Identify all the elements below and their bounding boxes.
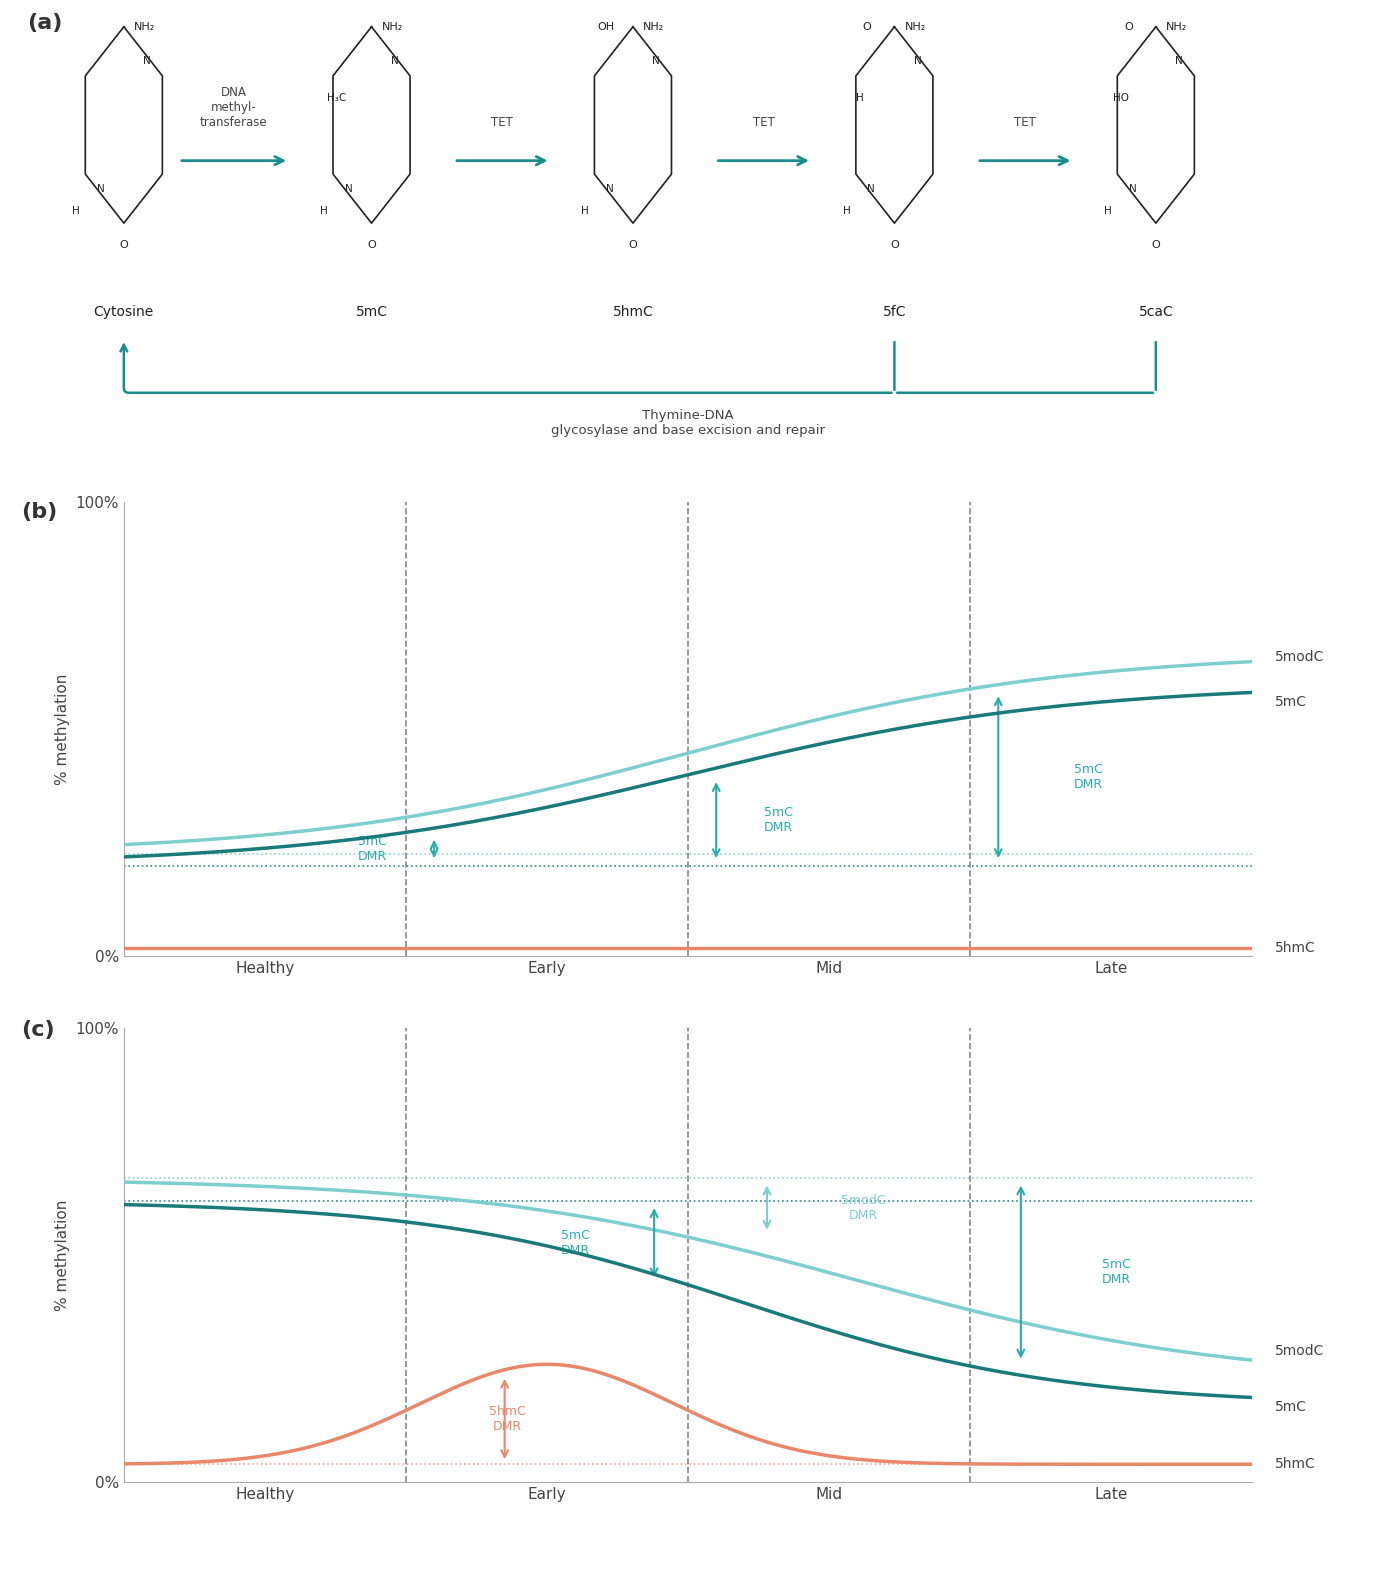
Text: H: H [1104,206,1112,217]
Text: 5modC: 5modC [1274,650,1324,665]
Text: O: O [120,241,128,250]
Text: N: N [143,56,151,65]
Text: H: H [856,92,864,104]
Text: N: N [96,183,105,194]
Text: 5mC
DMR: 5mC DMR [1075,764,1104,791]
Text: N: N [867,183,875,194]
Text: N: N [605,183,614,194]
Text: H₃C: H₃C [327,92,347,104]
Text: O: O [863,22,871,32]
Text: O: O [367,241,376,250]
Text: 5hmC: 5hmC [1274,1457,1315,1471]
Text: (c): (c) [21,1020,54,1041]
Text: N: N [1128,183,1137,194]
Text: OH: OH [597,22,614,32]
Text: O: O [629,241,637,250]
Text: 5mC: 5mC [1274,695,1307,708]
Text: 5mC
DMR: 5mC DMR [560,1229,590,1256]
Text: N: N [652,56,660,65]
Text: H: H [842,206,850,217]
Text: 5mC
DMR: 5mC DMR [1102,1258,1131,1286]
Text: 5modC: 5modC [1274,1344,1324,1358]
Text: TET: TET [1014,116,1036,129]
Text: O: O [1124,22,1132,32]
Text: 5hmC: 5hmC [612,306,654,319]
Text: 5mC
DMR: 5mC DMR [764,807,793,834]
Text: H: H [581,206,589,217]
Text: HO: HO [1113,92,1130,104]
Text: N: N [391,56,399,65]
Text: N: N [344,183,352,194]
Y-axis label: % methylation: % methylation [55,1200,70,1310]
Text: NH₂: NH₂ [1165,22,1187,32]
Text: H: H [72,206,80,217]
Text: O: O [890,241,899,250]
Text: TET: TET [753,116,775,129]
Text: 5caC: 5caC [1138,306,1174,319]
Text: 5mC
DMR: 5mC DMR [358,835,387,862]
Text: Cytosine: Cytosine [94,306,154,319]
Text: NH₂: NH₂ [133,22,155,32]
Text: 5hmC
DMR: 5hmC DMR [488,1404,526,1433]
Text: N: N [1175,56,1183,65]
Text: H: H [319,206,327,217]
Text: N: N [914,56,922,65]
Text: Thymine-DNA
glycosylase and base excision and repair: Thymine-DNA glycosylase and base excisio… [550,410,826,437]
Text: 5mC: 5mC [1274,1400,1307,1414]
Text: (b): (b) [21,502,56,523]
Text: 5fC: 5fC [882,306,907,319]
Text: NH₂: NH₂ [381,22,403,32]
Text: TET: TET [491,116,513,129]
Text: 5mC: 5mC [355,306,388,319]
Text: NH₂: NH₂ [643,22,665,32]
Text: DNA
methyl-
transferase: DNA methyl- transferase [200,86,268,129]
Text: 5modC
DMR: 5modC DMR [841,1194,885,1221]
Y-axis label: % methylation: % methylation [55,674,70,784]
Text: 5hmC: 5hmC [1274,940,1315,955]
Text: NH₂: NH₂ [904,22,926,32]
Text: O: O [1152,241,1160,250]
Text: (a): (a) [28,13,63,33]
